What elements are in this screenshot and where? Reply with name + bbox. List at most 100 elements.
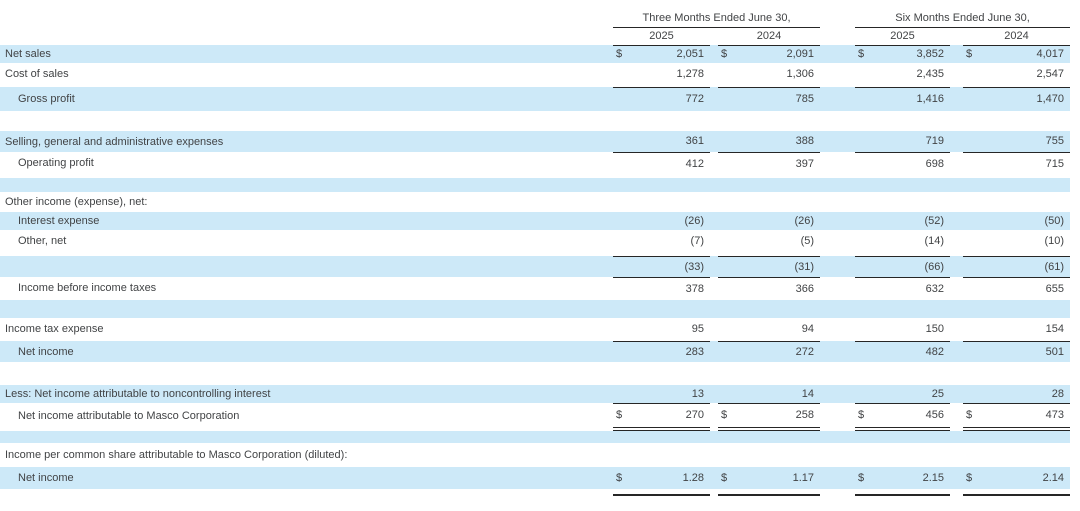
dollar-sign: $	[966, 472, 973, 484]
cell-value: 772	[635, 86, 710, 111]
dollar-sign: $	[616, 48, 623, 61]
row-net-income-masco: Net income attributable to Masco Corpora…	[0, 402, 1071, 431]
cell-value: (10)	[1044, 235, 1065, 247]
cell-value: 3,852	[916, 48, 945, 61]
column-gap	[710, 27, 718, 45]
period-header-row: Three Months Ended June 30, Six Months E…	[0, 0, 1071, 28]
cell-value: 715	[985, 151, 1071, 178]
cell-value: 456	[877, 402, 951, 431]
income-statement-table: Three Months Ended June 30, Six Months E…	[0, 0, 1071, 496]
cell-value: (7)	[690, 235, 704, 247]
row-noncontrolling-interest: Less: Net income attributable to noncont…	[0, 385, 1071, 403]
row-label: Net income	[18, 472, 74, 484]
row-label: Interest expense	[18, 215, 100, 227]
cell-value: 2.15	[922, 472, 945, 484]
cell-value: 632	[877, 276, 951, 300]
spacer-row	[0, 300, 1071, 318]
cell-value: 270	[635, 402, 710, 431]
row-label: Income per common share attributable to …	[5, 449, 348, 461]
cell-value: 2,091	[786, 48, 815, 61]
spacer-row	[0, 178, 1071, 192]
cell-value: 94	[801, 323, 815, 335]
three-months-header: Three Months Ended June 30,	[613, 0, 821, 28]
cell-value: 361	[685, 135, 704, 148]
column-gap	[820, 27, 855, 45]
dollar-sign: $	[858, 48, 865, 61]
dollar-sign: $	[616, 472, 623, 484]
cell-value: (26)	[794, 215, 815, 227]
row-label: Income tax expense	[5, 323, 104, 335]
cell-value: 154	[1045, 323, 1065, 335]
cell-value: 13	[691, 387, 704, 400]
cell-value: (5)	[800, 235, 815, 247]
cell-value: 366	[740, 276, 821, 300]
dollar-sign: $	[721, 472, 728, 484]
year-header: 2024	[718, 27, 821, 46]
cell-value: 272	[740, 340, 821, 362]
dollar-sign: $	[718, 402, 740, 431]
row-label: Net income attributable to Masco Corpora…	[18, 410, 240, 422]
cell-value: (26)	[684, 215, 704, 227]
cell-value: 2,051	[676, 48, 704, 61]
row-label: Net income	[18, 345, 74, 358]
cell-value: 1,416	[877, 86, 951, 111]
cell-value: 378	[635, 276, 710, 300]
row-other-net: Other, net (7) (5) (14) (10)	[0, 230, 1071, 256]
cell-value: 482	[877, 340, 951, 362]
cell-value: (33)	[635, 255, 710, 277]
cell-value: 1,278	[676, 68, 704, 80]
cell-value: 25	[931, 387, 945, 400]
row-cost-of-sales: Cost of sales 1,278 1,306 2,435 2,547	[0, 63, 1071, 87]
spacer-row	[0, 429, 1071, 443]
cell-value: 473	[985, 402, 1071, 431]
cell-value: 28	[1051, 387, 1065, 400]
row-label	[0, 256, 613, 277]
cell-value: (14)	[924, 235, 945, 247]
row-other-income-total: (33) (31) (66) (61)	[0, 255, 1071, 277]
cell-value: 95	[691, 323, 704, 335]
cell-value: 719	[925, 135, 945, 148]
cell-value: 283	[635, 340, 710, 362]
spacer-row	[0, 111, 1071, 131]
cell-value: 388	[795, 135, 815, 148]
row-interest-expense: Interest expense (26) (26) (52) (50)	[0, 212, 1071, 230]
row-income-before-taxes: Income before income taxes 378 366 632 6…	[0, 276, 1071, 300]
cell-value: 2,435	[916, 68, 945, 80]
cell-value: 501	[985, 340, 1071, 362]
cell-value: (61)	[985, 255, 1071, 277]
cell-value: 755	[1045, 135, 1065, 148]
cell-value: (52)	[924, 215, 945, 227]
cell-value: 1.28	[682, 472, 704, 484]
row-label: Other, net	[18, 235, 67, 247]
dollar-sign: $	[855, 402, 878, 431]
row-label: Net sales	[5, 48, 51, 60]
row-label: Gross profit	[18, 93, 75, 105]
cell-value: (31)	[740, 255, 821, 277]
cell-value: (50)	[1044, 215, 1065, 227]
cell-value: 1,306	[786, 68, 815, 80]
cell-value: 785	[740, 86, 821, 111]
dollar-sign: $	[966, 48, 973, 61]
dollar-sign: $	[858, 472, 865, 484]
row-label: Other income (expense), net:	[5, 196, 148, 208]
dollar-sign: $	[963, 402, 986, 431]
row-label: Cost of sales	[5, 68, 69, 80]
header-spacer	[0, 0, 613, 27]
row-other-income-header: Other income (expense), net:	[0, 192, 1071, 212]
row-income-tax-expense: Income tax expense 95 94 150 154	[0, 318, 1071, 341]
row-label: Less: Net income attributable to noncont…	[5, 388, 271, 400]
bottom-rule-row	[0, 489, 1071, 496]
dollar-sign: $	[613, 402, 635, 431]
row-sga-expenses: Selling, general and administrative expe…	[0, 131, 1071, 152]
row-label: Operating profit	[18, 157, 94, 169]
row-label: Income before income taxes	[18, 282, 157, 294]
cell-value: 1.17	[792, 472, 815, 484]
row-net-income: Net income 283 272 482 501	[0, 340, 1071, 362]
year-header: 2025	[855, 27, 951, 46]
column-gap	[820, 0, 855, 27]
year-header: 2024	[963, 27, 1071, 46]
cell-value: 1,470	[985, 86, 1071, 111]
column-gap	[950, 45, 963, 63]
six-months-header: Six Months Ended June 30,	[855, 0, 1071, 28]
